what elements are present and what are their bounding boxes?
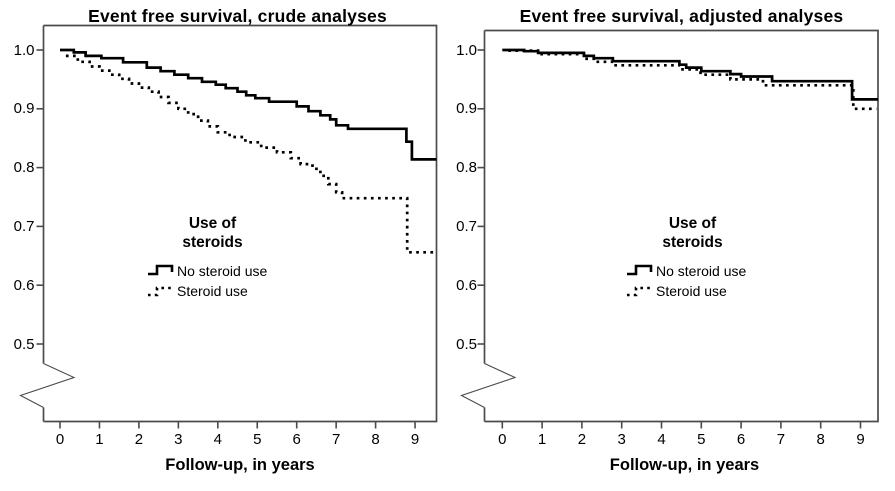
x-axis-label-left: Follow-up, in years xyxy=(165,456,315,474)
y-tick-label: 0.7 xyxy=(456,217,477,235)
survival-curve-solid-left xyxy=(60,48,437,161)
x-tick-label: 3 xyxy=(617,430,626,448)
y-tick-label: 0.9 xyxy=(13,100,35,118)
y-axis-break-left xyxy=(19,363,76,408)
legend-title-line1: Use of xyxy=(668,215,717,232)
legend-line-sample-solid xyxy=(148,264,174,275)
y-tick-label: 0.5 xyxy=(13,335,35,353)
y-tick-label: 0.6 xyxy=(13,276,35,294)
x-tick-label: 6 xyxy=(292,430,301,448)
plot-frame-right xyxy=(484,29,879,423)
x-tick-label: 7 xyxy=(776,430,786,448)
legend-title-line2: steroids xyxy=(662,233,723,251)
y-tick-label: 1.0 xyxy=(13,41,35,59)
x-tick-label: 7 xyxy=(331,430,341,448)
x-tick-label: 5 xyxy=(253,430,262,448)
y-tick-label: 0.8 xyxy=(13,159,35,177)
x-tick-label: 2 xyxy=(577,430,587,448)
legend-line-sample-dotted xyxy=(148,286,173,297)
x-tick-label: 9 xyxy=(856,430,865,448)
chart-title-right: Event free survival, adjusted analyses xyxy=(519,6,844,26)
x-tick-label: 3 xyxy=(174,430,183,448)
legend-line-sample-solid xyxy=(627,264,653,275)
legend-item-dotted: Steroid use xyxy=(626,282,727,300)
x-tick-label: 6 xyxy=(736,430,746,448)
legend-item-solid: No steroid use xyxy=(626,262,746,280)
x-tick-label: 0 xyxy=(55,430,65,448)
survival-curve-solid-right xyxy=(502,48,878,101)
chart-title-left: Event free survival, crude analyses xyxy=(88,6,387,26)
x-tick-label: 1 xyxy=(537,430,547,448)
legend-item-solid: No steroid use xyxy=(147,262,267,280)
legend-title-left: Use of steroids xyxy=(103,215,323,252)
x-tick-label: 8 xyxy=(816,430,825,448)
legend-line-sample-dotted xyxy=(627,286,652,297)
survival-curve-dotted-right xyxy=(508,49,877,111)
y-tick-label: 1.0 xyxy=(456,41,477,59)
x-tick-label: 5 xyxy=(697,430,706,448)
x-axis-label-right: Follow-up, in years xyxy=(609,456,760,474)
legend-title-line2: steroids xyxy=(182,233,243,251)
x-tick-label: 9 xyxy=(410,430,420,448)
x-tick-label: 0 xyxy=(498,430,507,448)
y-tick-label: 0.7 xyxy=(13,217,35,235)
x-tick-label: 4 xyxy=(657,430,666,448)
x-tick-label: 2 xyxy=(134,430,144,448)
x-tick-label: 1 xyxy=(95,430,104,448)
y-tick-label: 0.8 xyxy=(456,159,477,177)
plot-frame-left xyxy=(43,24,438,423)
y-tick-label: 0.9 xyxy=(456,100,477,118)
legend-item-label: Steroid use xyxy=(177,283,248,299)
legend-item-label: No steroid use xyxy=(177,262,268,279)
x-tick-label: 4 xyxy=(213,430,222,448)
legend-item-label: No steroid use xyxy=(656,262,747,279)
legend-title-line1: Use of xyxy=(188,215,237,232)
y-tick-label: 0.5 xyxy=(456,335,477,353)
legend-item-dotted: Steroid use xyxy=(147,282,248,300)
y-axis-break-right xyxy=(460,363,517,408)
legend-title-right: Use of steroids xyxy=(583,215,803,252)
y-tick-label: 0.6 xyxy=(456,276,477,294)
survival-curve-dotted-left xyxy=(65,54,435,254)
x-tick-label: 8 xyxy=(371,430,380,448)
legend-item-label: Steroid use xyxy=(656,283,727,299)
